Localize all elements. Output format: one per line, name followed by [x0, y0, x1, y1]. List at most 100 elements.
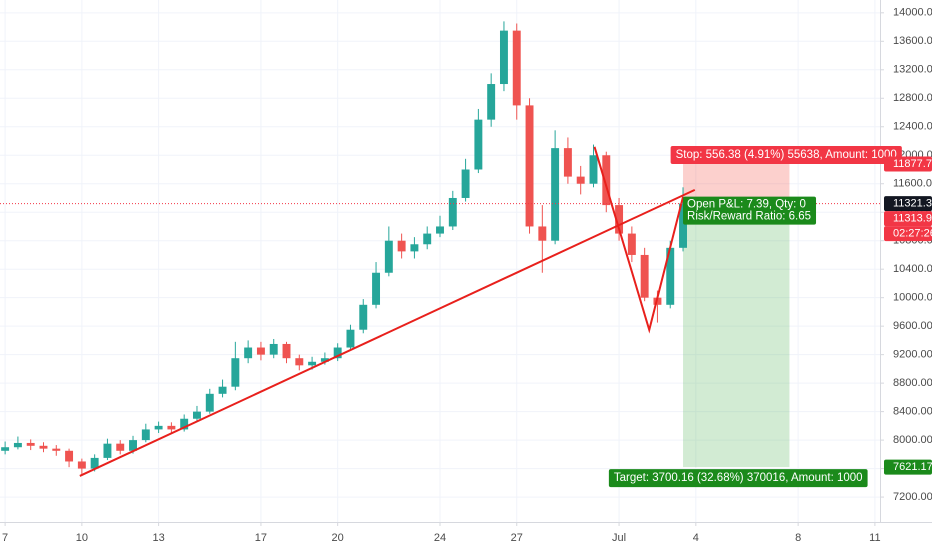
candle-body	[244, 347, 253, 359]
y-tick-label: 10400.00	[893, 263, 932, 275]
pnl-label: Open P&L: 7.39, Qty: 0	[687, 199, 806, 211]
candle-body	[397, 240, 406, 252]
target-label-box	[608, 469, 868, 488]
candle-body	[512, 30, 521, 106]
y-tick-label: 12400.00	[893, 121, 932, 133]
candle-body	[538, 226, 547, 241]
candle-body	[359, 304, 368, 330]
candle-body	[372, 272, 381, 305]
candle-body	[26, 442, 35, 446]
countdown-tag	[884, 226, 932, 242]
price-tag	[884, 156, 932, 172]
candle-body	[205, 393, 214, 412]
price-tag-label: 11321.33	[893, 197, 932, 209]
x-tick-label: 7	[2, 532, 8, 544]
candle-body	[474, 119, 483, 170]
candle-body	[193, 411, 201, 419]
candle-body	[90, 457, 99, 469]
candle-body	[461, 169, 470, 198]
candle-body	[295, 358, 304, 366]
y-tick-label: 8000.00	[893, 434, 932, 446]
candle-body	[423, 233, 432, 245]
candle-body	[627, 233, 636, 255]
rr-label: Risk/Reward Ratio: 6.65	[687, 211, 811, 223]
candle-body	[65, 450, 74, 462]
candle-body	[320, 358, 329, 362]
y-tick-label: 8800.00	[893, 377, 932, 389]
candle-body	[141, 429, 150, 441]
candle-body	[499, 30, 508, 85]
candle-body	[410, 244, 419, 252]
y-tick-label: 8400.00	[893, 406, 932, 418]
candle-body	[103, 443, 112, 458]
x-tick-label: 4	[693, 532, 699, 544]
candle-body	[589, 155, 598, 184]
candle-body	[39, 445, 48, 449]
stop-label-box	[670, 145, 902, 164]
candle-body	[218, 386, 227, 394]
candle-body	[180, 418, 189, 430]
trend-line	[593, 146, 684, 334]
target-zone	[683, 203, 790, 468]
price-tag	[884, 196, 932, 212]
candle-body	[563, 148, 572, 177]
trend-line	[79, 188, 696, 477]
y-tick-label: 7200.00	[893, 491, 932, 503]
pnl-box	[683, 196, 817, 225]
candle-body	[436, 226, 444, 234]
x-tick-label: 13	[152, 532, 164, 544]
x-tick-label: 24	[434, 532, 446, 544]
stop-label: Stop: 556.38 (4.91%) 55638, Amount: 1000	[676, 149, 897, 161]
countdown-label: 02:27:26	[893, 227, 932, 239]
candle-body	[551, 148, 560, 241]
x-tick-label: Jul	[612, 532, 626, 544]
candle-body	[525, 105, 534, 227]
y-tick-label: 12800.00	[893, 92, 932, 104]
candle-body	[116, 443, 125, 451]
price-tag-label: 11313.94	[893, 212, 932, 224]
candle-body	[13, 442, 22, 448]
x-tick-label: 20	[332, 532, 344, 544]
price-tag-label: 7621.17	[893, 461, 932, 473]
candle-body	[167, 425, 176, 430]
target-label: Target: 3700.16 (32.68%) 370016, Amount:…	[614, 472, 863, 484]
candle-body	[269, 343, 278, 355]
x-tick-label: 8	[795, 532, 801, 544]
y-tick-label: 11600.00	[893, 178, 932, 190]
candle-body	[333, 347, 342, 359]
x-tick-label: 27	[511, 532, 523, 544]
candle-body	[256, 347, 265, 355]
y-tick-label: 9600.00	[893, 320, 932, 332]
candle-body	[231, 358, 240, 387]
x-tick-label: 10	[76, 532, 88, 544]
candle-body	[640, 254, 649, 298]
candle-body	[448, 197, 457, 227]
x-tick-label: 11	[869, 532, 880, 544]
candle-body	[615, 205, 624, 234]
candle-body	[282, 343, 291, 359]
price-tag	[884, 211, 932, 227]
candle-body	[487, 84, 496, 120]
candle-body	[602, 155, 611, 206]
y-tick-label: 13600.00	[893, 35, 932, 47]
candle-body	[308, 361, 317, 366]
y-tick-label: 13200.00	[893, 64, 932, 76]
candle-body	[384, 240, 393, 273]
y-tick-label: 14000.00	[893, 7, 932, 19]
price-tag-label: 11877.71	[893, 158, 932, 170]
candle-body	[129, 440, 137, 451]
candle-body	[346, 329, 355, 348]
candle-body	[77, 461, 86, 469]
candle-body	[154, 425, 163, 430]
candle-body	[666, 247, 675, 305]
candle-body	[576, 176, 585, 184]
candle-body	[679, 203, 687, 248]
x-tick-label: 17	[255, 532, 267, 544]
y-tick-label: 9200.00	[893, 349, 932, 361]
candle-body	[52, 448, 61, 451]
y-tick-label: 10000.00	[893, 292, 932, 304]
price-tag	[884, 459, 932, 475]
